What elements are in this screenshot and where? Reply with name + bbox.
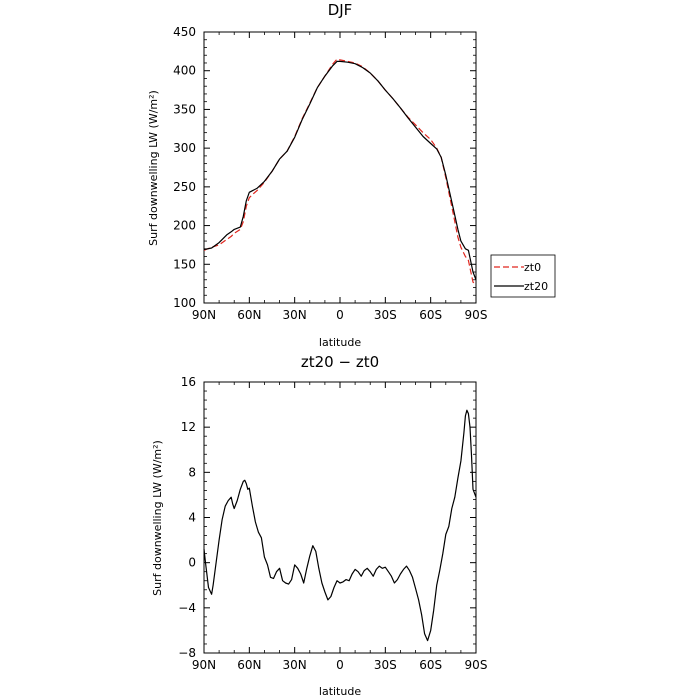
- x-axis-tick-labels: 90N 60N 30N 0 30S 60S 90S: [192, 308, 488, 322]
- y-axis-tick-labels: −8 −4 0 4 8 12 16: [178, 375, 196, 660]
- x-tick-label: 90S: [465, 658, 488, 672]
- series-group: [203, 58, 477, 285]
- axis-ticks: [203, 31, 477, 304]
- x-tick-label: 60S: [419, 658, 442, 672]
- x-tick-label: 0: [336, 658, 344, 672]
- legend: zt0 zt20: [490, 254, 556, 298]
- legend-label-zt20: zt20: [524, 280, 548, 293]
- chart-title: DJF: [328, 1, 353, 19]
- series-line-zt0: [203, 58, 477, 285]
- x-tick-label: 30S: [374, 308, 397, 322]
- x-tick-label: 60N: [237, 308, 261, 322]
- series-line-zt20: [203, 60, 477, 281]
- plot-frame: [203, 381, 477, 654]
- x-tick-label: 90S: [465, 308, 488, 322]
- y-tick-label: 450: [173, 25, 196, 39]
- plot-frame: [203, 31, 477, 304]
- x-tick-label: 60N: [237, 658, 261, 672]
- x-tick-label: 60S: [419, 308, 442, 322]
- y-tick-label: 200: [173, 219, 196, 233]
- y-tick-label: 150: [173, 257, 196, 271]
- series-line-series-0: [203, 409, 477, 642]
- x-axis-label: latitude: [319, 336, 361, 349]
- legend-box: [490, 254, 556, 298]
- y-tick-label: 0: [188, 556, 196, 570]
- y-tick-label: 350: [173, 102, 196, 116]
- y-tick-label: −8: [178, 646, 196, 660]
- x-tick-label: 30S: [374, 658, 397, 672]
- series-group: [203, 409, 477, 642]
- y-axis-tick-labels: 100 150 200 250 300 350 400 450: [173, 25, 196, 310]
- x-axis-label: latitude: [319, 685, 361, 698]
- y-tick-label: 8: [188, 465, 196, 479]
- x-axis-tick-labels: 90N 60N 30N 0 30S 60S 90S: [192, 658, 488, 672]
- y-tick-label: 16: [181, 375, 196, 389]
- x-tick-label: 30N: [283, 658, 307, 672]
- x-tick-label: 30N: [283, 308, 307, 322]
- y-axis-label: Surf downwelling LW (W/m²): [147, 90, 160, 246]
- chart-title: zt20 − zt0: [301, 353, 379, 371]
- y-tick-label: 400: [173, 64, 196, 78]
- y-tick-label: 100: [173, 296, 196, 310]
- axis-ticks: [203, 381, 477, 654]
- y-tick-label: 4: [188, 511, 196, 525]
- y-tick-label: 12: [181, 420, 196, 434]
- y-tick-label: −4: [178, 601, 196, 615]
- legend-label-zt0: zt0: [524, 261, 541, 274]
- y-axis-label: Surf downwelling LW (W/m²): [151, 440, 164, 596]
- x-tick-label: 90N: [192, 308, 216, 322]
- y-tick-label: 250: [173, 180, 196, 194]
- y-tick-label: 300: [173, 141, 196, 155]
- x-tick-label: 90N: [192, 658, 216, 672]
- panel-djf: DJF 100 150 200 250 300 350 400 450 90N 60N 30N 0 3…: [147, 1, 556, 349]
- x-tick-label: 0: [336, 308, 344, 322]
